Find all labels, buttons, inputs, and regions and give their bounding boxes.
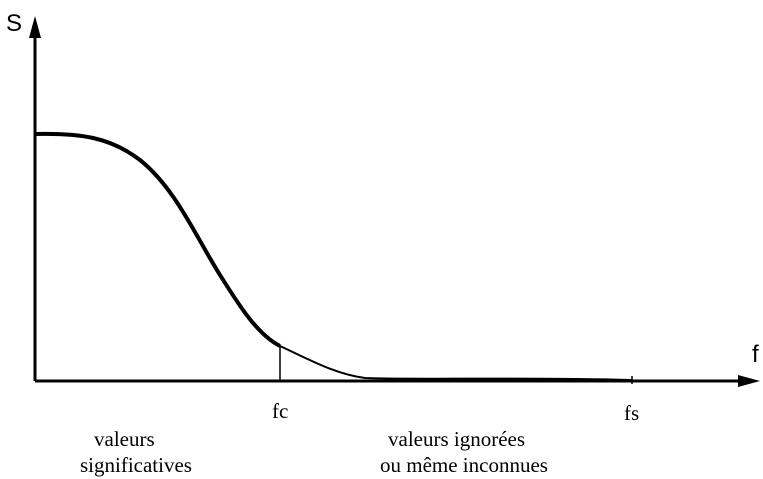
spectrum-curve-significant <box>34 131 281 348</box>
region-label: valeurs <box>94 427 155 451</box>
marker-label: fc <box>272 399 288 423</box>
y-axis-label: S <box>6 10 22 37</box>
x-axis-arrow <box>738 375 760 387</box>
marker-label: fs <box>624 401 639 425</box>
spectrum-curve-tail <box>279 345 633 381</box>
region-label: ou même inconnues <box>380 453 548 477</box>
y-axis-arrow <box>29 16 41 38</box>
region-label: valeurs ignorées <box>388 427 525 451</box>
x-axis-label: f <box>752 341 759 368</box>
region-label: significatives <box>80 453 192 477</box>
